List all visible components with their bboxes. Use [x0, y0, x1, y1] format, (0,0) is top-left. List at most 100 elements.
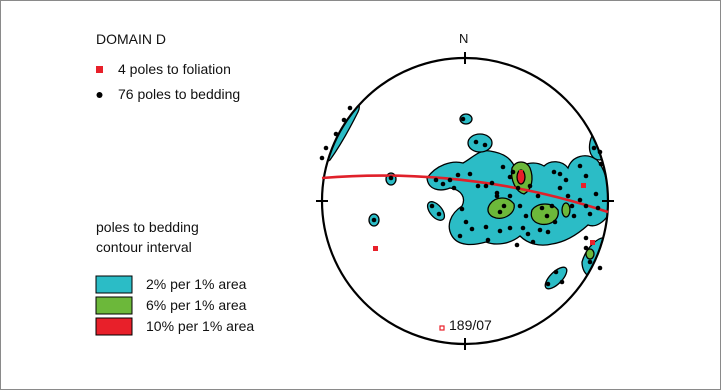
contour-6pct-d: [561, 202, 571, 218]
bedding-pole: [544, 213, 550, 219]
bedding-pole: [598, 161, 604, 167]
legend-foliation-label: 4 poles to foliation: [118, 61, 231, 77]
bedding-pole: [489, 180, 495, 186]
bedding-pole: [535, 193, 541, 199]
bedding-pole: [517, 203, 523, 209]
bedding-pole: [545, 281, 551, 287]
bedding-pole: [569, 203, 575, 209]
bedding-pole: [523, 213, 529, 219]
bedding-pole: [507, 193, 513, 199]
contour-label-2pct: 2% per 1% area: [146, 276, 247, 292]
bedding-pole: [460, 116, 466, 122]
bedding-pole: [457, 233, 463, 239]
contour-heading-line2: contour interval: [96, 239, 192, 255]
contour-6pct-e: [585, 248, 595, 260]
bedding-pole: [539, 205, 545, 211]
bedding-pole: [551, 169, 557, 175]
plane-pole-marker: [439, 325, 445, 331]
bedding-pole: [537, 227, 543, 233]
bedding-pole: [559, 279, 565, 285]
contour-2pct-north-blob: [467, 133, 493, 153]
bedding-pole: [323, 145, 329, 151]
bedding-pole: [520, 225, 526, 231]
bedding-pole: [473, 139, 479, 145]
bedding-pole: [483, 224, 489, 230]
bedding-pole: [583, 173, 589, 179]
bedding-pole: [494, 193, 500, 199]
contour-swatch-10pct: [95, 317, 133, 336]
bedding-pole: [433, 177, 439, 183]
bedding-pole: [429, 203, 435, 209]
bedding-pole: [515, 185, 521, 191]
bedding-pole: [497, 209, 503, 215]
bedding-pole: [510, 169, 516, 175]
bedding-pole: [436, 211, 442, 217]
bedding-pole: [525, 231, 531, 237]
bedding-pole: [463, 219, 469, 225]
contour-2pct-main: [426, 150, 608, 246]
bedding-pole: [565, 193, 571, 199]
bedding-pole: [571, 213, 577, 219]
bedding-pole: [577, 163, 583, 169]
bedding-pole: [501, 203, 507, 209]
contour-swatch-6pct: [95, 296, 133, 315]
bedding-pole: [347, 105, 353, 111]
bedding-pole-legend-icon: [96, 92, 103, 98]
bedding-pole: [459, 206, 465, 212]
bedding-pole: [497, 228, 503, 234]
bedding-pole: [557, 185, 563, 191]
contour-label-6pct: 6% per 1% area: [146, 297, 247, 313]
contour-2pct-south-blob: [544, 266, 568, 290]
bedding-pole: [552, 219, 558, 225]
contour-label-10pct: 10% per 1% area: [146, 318, 254, 334]
bedding-pole: [583, 203, 589, 209]
bedding-pole: [597, 149, 603, 155]
contour-2pct-top-blob: [459, 113, 473, 125]
bedding-pole: [388, 175, 394, 181]
bedding-pole: [545, 229, 551, 235]
bedding-pole: [467, 171, 473, 177]
contour-swatch-2pct: [95, 275, 133, 294]
bedding-pole: [440, 181, 446, 187]
bedding-pole: [553, 269, 559, 275]
bedding-pole: [530, 239, 536, 245]
domain-title: DOMAIN D: [96, 31, 166, 47]
foliation-pole: [373, 246, 378, 251]
bedding-pole: [482, 142, 488, 148]
contour-layer: [322, 100, 608, 290]
bedding-pole: [549, 203, 555, 209]
bedding-pole: [483, 183, 489, 189]
bedding-pole: [583, 245, 589, 251]
contour-6pct-b: [487, 197, 515, 219]
bedding-pole: [514, 242, 520, 248]
bedding-pole: [593, 191, 599, 197]
bedding-pole: [597, 265, 603, 271]
contour-heading-line1: poles to bedding: [96, 219, 199, 235]
bedding-pole: [527, 183, 533, 189]
contour-2pct-sw-blob-2: [426, 201, 446, 221]
bedding-pole: [577, 197, 583, 203]
plane-orientation-label: 189/07: [449, 317, 492, 333]
foliation-pole: [590, 240, 595, 245]
north-label: N: [459, 31, 468, 46]
bedding-pole: [319, 155, 325, 161]
foliation-pole: [519, 170, 523, 174]
bedding-pole: [557, 171, 563, 177]
bedding-poles: [319, 105, 604, 287]
bedding-pole: [507, 174, 513, 180]
bedding-pole: [587, 211, 593, 217]
bedding-pole: [341, 117, 347, 123]
bedding-pole: [455, 172, 461, 178]
bedding-pole: [563, 177, 569, 183]
bedding-pole: [591, 145, 597, 151]
bedding-pole: [475, 183, 481, 189]
bedding-pole: [587, 259, 593, 265]
bedding-pole: [595, 205, 601, 211]
bedding-pole: [485, 237, 491, 243]
bedding-pole: [451, 185, 457, 191]
foliation-pole: [581, 183, 586, 188]
legend-bedding-label: 76 poles to bedding: [118, 86, 240, 102]
bedding-pole: [333, 131, 339, 137]
bedding-pole: [507, 225, 513, 231]
